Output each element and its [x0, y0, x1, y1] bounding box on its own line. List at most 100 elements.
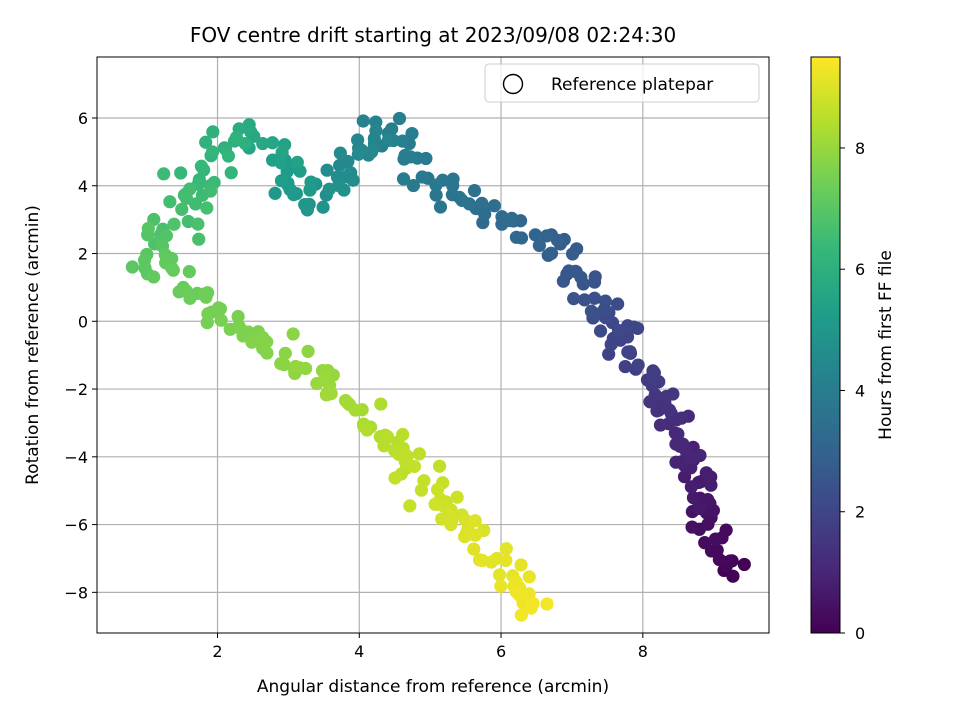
data-point: [274, 156, 288, 170]
data-point: [446, 172, 460, 186]
data-point: [475, 553, 489, 568]
legend-marker-circle-icon: [502, 73, 524, 95]
data-point: [487, 199, 501, 213]
data-point: [492, 568, 507, 582]
data-point: [540, 597, 554, 611]
data-point: [432, 459, 447, 473]
data-point: [157, 167, 171, 181]
data-point: [381, 133, 395, 148]
y-tick-label: 6: [78, 109, 88, 128]
data-point: [666, 387, 680, 401]
data-point: [528, 228, 542, 242]
data-point: [569, 265, 583, 279]
data-point: [693, 448, 707, 463]
data-point: [205, 145, 220, 159]
data-point: [522, 570, 536, 584]
chart-title: FOV centre drift starting at 2023/09/08 …: [190, 23, 676, 47]
data-point: [174, 166, 188, 180]
data-point: [514, 608, 528, 622]
data-point: [320, 163, 334, 177]
data-point: [726, 569, 740, 583]
data-point: [468, 514, 482, 528]
data-point: [621, 345, 635, 359]
data-point: [407, 459, 422, 473]
data-point: [598, 294, 613, 308]
data-point: [577, 293, 592, 307]
data-point: [653, 418, 668, 432]
data-point: [429, 178, 443, 192]
data-point: [532, 238, 546, 253]
data-point: [699, 466, 713, 480]
colorbar-ticks: 0 2 4 6 8: [840, 139, 865, 643]
data-point: [166, 263, 180, 277]
x-tick-label: 2: [212, 642, 222, 661]
data-point: [647, 366, 661, 380]
y-tick-label: 2: [78, 245, 88, 264]
data-point: [211, 301, 226, 315]
data-point: [163, 195, 177, 209]
data-point: [274, 356, 288, 371]
data-point: [316, 200, 330, 214]
data-point: [540, 229, 554, 243]
data-point: [403, 499, 417, 513]
data-point: [260, 335, 274, 349]
data-point: [290, 155, 304, 169]
y-axis-label: Rotation from reference (arcmin): [23, 205, 43, 485]
data-point: [509, 575, 523, 589]
colorbar-tick-label: 6: [855, 260, 865, 279]
data-point: [351, 147, 365, 161]
data-point: [396, 172, 411, 186]
legend-box: [484, 63, 760, 103]
legend-entry-reference-platepar: Reference platepar: [551, 75, 713, 95]
data-point: [708, 532, 723, 546]
data-point: [388, 471, 402, 485]
colorbar-tick-label: 2: [855, 503, 865, 522]
y-tick-label: −6: [64, 516, 88, 535]
data-point: [468, 528, 482, 542]
data-point: [444, 518, 458, 532]
data-point: [406, 178, 421, 193]
data-point: [588, 270, 602, 284]
data-point: [567, 292, 581, 306]
data-point: [125, 260, 139, 274]
data-point: [199, 290, 213, 304]
y-tick-label: −8: [64, 583, 88, 602]
data-point: [544, 246, 559, 260]
data-point: [200, 201, 214, 215]
data-point: [203, 184, 218, 198]
data-point: [556, 274, 571, 288]
y-axis-ticks: −8 −6 −4 −2 0 2 4 6: [64, 109, 97, 602]
data-point: [256, 136, 270, 151]
y-tick-label: −4: [64, 448, 88, 467]
data-point: [604, 337, 618, 352]
data-point: [550, 233, 565, 247]
data-point: [182, 265, 196, 279]
plot-frame: [96, 56, 770, 634]
data-point: [723, 554, 737, 568]
colorbar-tick-label: 4: [855, 381, 865, 400]
data-point: [503, 213, 517, 228]
data-point: [685, 520, 699, 534]
colorbar-tick-label: 0: [855, 624, 865, 643]
data-point: [206, 125, 220, 139]
data-point: [392, 111, 407, 126]
y-tick-label: 0: [78, 312, 88, 331]
data-point: [398, 148, 412, 163]
data-point: [499, 542, 513, 556]
data-point: [175, 202, 189, 216]
data-point: [405, 127, 419, 141]
data-point: [300, 203, 314, 217]
data-point: [514, 558, 528, 572]
colorbar-label: Hours from first FF file: [876, 250, 896, 440]
data-point: [304, 175, 318, 189]
data-point: [611, 323, 626, 338]
data-point: [467, 184, 482, 198]
data-point: [593, 324, 608, 338]
data-point: [698, 536, 712, 550]
data-point: [351, 133, 365, 147]
x-tick-label: 8: [638, 642, 648, 661]
data-point: [348, 403, 362, 417]
data-point: [141, 221, 155, 236]
data-point: [396, 427, 410, 442]
data-point: [197, 163, 211, 177]
